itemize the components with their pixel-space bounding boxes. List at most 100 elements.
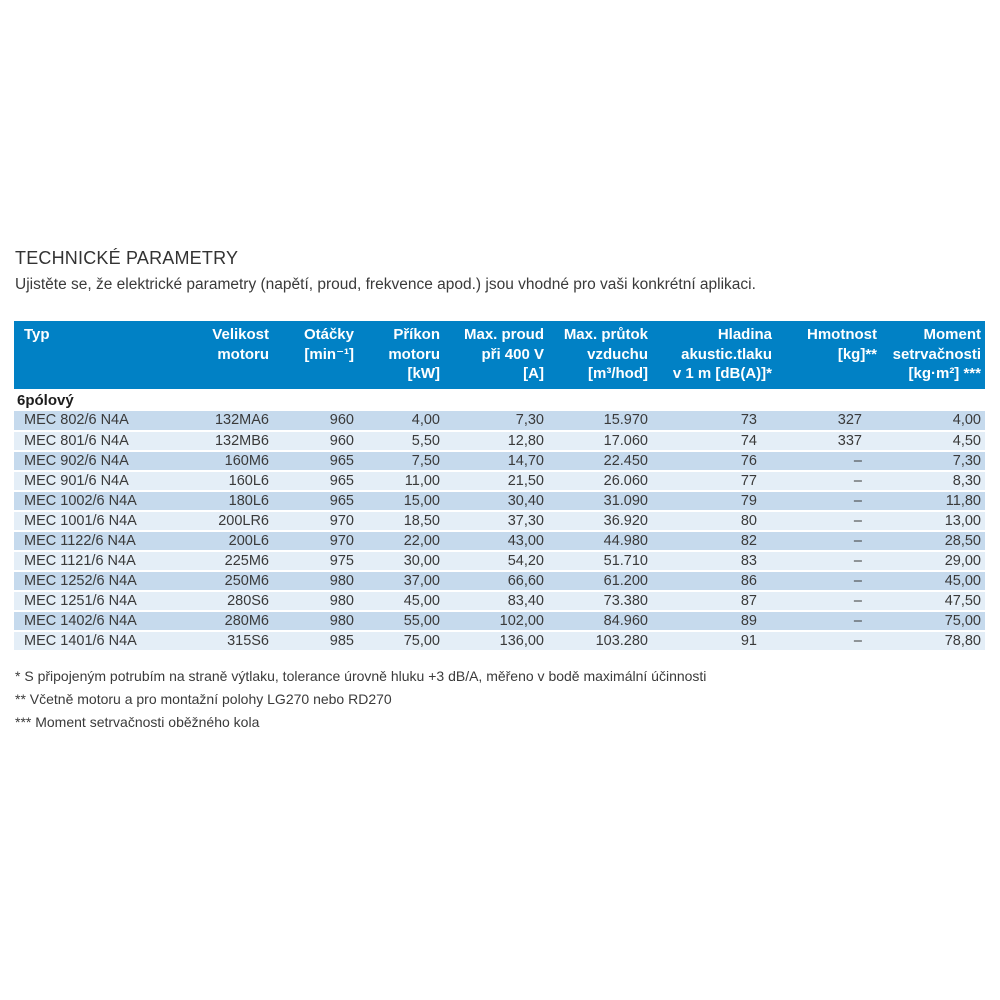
column-header-line: [kg]** <box>837 345 877 363</box>
table-cell-max-proud-pri-400v: 30,40 <box>444 490 548 512</box>
column-header-velikost-motoru: Velikost motoru <box>179 321 273 389</box>
column-header-hladina-akustickeho-tlaku: Hladina akustic.tlaku v 1 m [dB(A)]* <box>652 321 776 389</box>
table-cell-hladina-akustickeho-tlaku: 76 <box>652 450 776 472</box>
footnote: * S připojeným potrubím na straně výtlak… <box>15 667 707 684</box>
table-cell-otacky: 980 <box>273 610 358 632</box>
table-cell-max-prutok-vzduchu: 103.280 <box>548 630 652 652</box>
table-row: MEC 1121/6 N4A 225M6 975 30,00 54,20 51.710 83… <box>14 550 985 572</box>
table-cell-otacky: 980 <box>273 570 358 592</box>
table-cell-typ: MEC 1251/6 N4A <box>14 590 179 612</box>
column-header-line: Max. proud <box>463 326 544 343</box>
column-header-line: [kg·m²] *** <box>908 365 981 382</box>
table-row: MEC 1001/6 N4A 200LR6 970 18,50 37,30 36.920 8… <box>14 510 985 532</box>
table-cell-moment-setrvacnosti: 4,00 <box>881 410 985 432</box>
column-header-line: vzduchu <box>587 345 648 363</box>
table-cell-hmotnost: – <box>776 590 881 612</box>
table-cell-otacky: 980 <box>273 590 358 612</box>
column-header-line: setrvačnosti <box>892 345 981 363</box>
table-cell-max-proud-pri-400v: 43,00 <box>444 530 548 552</box>
table-cell-hladina-akustickeho-tlaku: 82 <box>652 530 776 552</box>
table-cell-max-prutok-vzduchu: 17.060 <box>548 430 652 452</box>
table-cell-typ: MEC 1002/6 N4A <box>14 490 179 512</box>
table-cell-velikost-motoru: 180L6 <box>179 490 273 512</box>
table-cell-hladina-akustickeho-tlaku: 87 <box>652 590 776 612</box>
table-cell-prikon-motoru: 55,00 <box>358 610 444 632</box>
table-cell-hladina-akustickeho-tlaku: 91 <box>652 630 776 652</box>
table-cell-hladina-akustickeho-tlaku: 73 <box>652 410 776 432</box>
table-cell-prikon-motoru: 4,00 <box>358 410 444 432</box>
table-cell-velikost-motoru: 160L6 <box>179 470 273 492</box>
table-cell-prikon-motoru: 18,50 <box>358 510 444 532</box>
table-cell-otacky: 975 <box>273 550 358 572</box>
column-header-line: motoru <box>388 345 440 363</box>
table-cell-hladina-akustickeho-tlaku: 89 <box>652 610 776 632</box>
table-cell-otacky: 985 <box>273 630 358 652</box>
table-row: MEC 1402/6 N4A 280M6 980 55,00 102,00 84.960 8… <box>14 610 985 632</box>
column-header-line: Příkon <box>393 326 440 343</box>
table-section-label: 6pólový <box>14 388 985 411</box>
table-cell-velikost-motoru: 132MA6 <box>179 410 273 432</box>
table-cell-moment-setrvacnosti: 75,00 <box>881 610 985 632</box>
table-cell-max-prutok-vzduchu: 61.200 <box>548 570 652 592</box>
table-cell-hladina-akustickeho-tlaku: 79 <box>652 490 776 512</box>
table-cell-hmotnost: – <box>776 470 881 492</box>
table-cell-moment-setrvacnosti: 4,50 <box>881 430 985 452</box>
table-cell-moment-setrvacnosti: 28,50 <box>881 530 985 552</box>
table-cell-moment-setrvacnosti: 29,00 <box>881 550 985 572</box>
table-cell-typ: MEC 1402/6 N4A <box>14 610 179 632</box>
table-row: MEC 802/6 N4A 132MA6 960 4,00 7,30 15.970 73 32… <box>14 410 985 432</box>
table-row: MEC 901/6 N4A 160L6 965 11,00 21,50 26.060 77–… <box>14 470 985 492</box>
footnotes: * S připojeným potrubím na straně výtlak… <box>15 668 985 731</box>
table-cell-hmotnost: 337 <box>776 430 881 452</box>
table-row: MEC 1002/6 N4A 180L6 965 15,00 30,40 31.090 79… <box>14 490 985 512</box>
table-cell-otacky: 965 <box>273 450 358 472</box>
table-cell-prikon-motoru: 15,00 <box>358 490 444 512</box>
table-cell-max-proud-pri-400v: 66,60 <box>444 570 548 592</box>
table-cell-hladina-akustickeho-tlaku: 74 <box>652 430 776 452</box>
table-cell-max-proud-pri-400v: 21,50 <box>444 470 548 492</box>
table-body: 6pólový MEC 802/6 N4A 132MA6 960 4,00 7,30 15.… <box>14 388 985 652</box>
table-cell-max-proud-pri-400v: 14,70 <box>444 450 548 472</box>
column-header-typ: Typ <box>14 321 179 389</box>
column-header-line: při 400 V <box>481 345 544 363</box>
footnote: *** Moment setrvačnosti oběžného kola <box>15 713 260 730</box>
footnote: ** Včetně motoru a pro montažní polohy L… <box>15 690 392 707</box>
table-row: MEC 902/6 N4A 160M6 965 7,50 14,70 22.450 76–7… <box>14 450 985 472</box>
table-cell-moment-setrvacnosti: 13,00 <box>881 510 985 532</box>
table-cell-typ: MEC 801/6 N4A <box>14 430 179 452</box>
table-cell-hmotnost: 327 <box>776 410 881 432</box>
table-header: Typ Velikost motoru Otáčky [min⁻¹] Příkon moto… <box>14 321 985 389</box>
table-cell-otacky: 965 <box>273 470 358 492</box>
column-header-line: Velikost <box>212 326 269 343</box>
table-cell-typ: MEC 1401/6 N4A <box>14 630 179 652</box>
table-cell-hmotnost: – <box>776 550 881 572</box>
column-header-otacky: Otáčky [min⁻¹] <box>273 321 358 389</box>
table-cell-hmotnost: – <box>776 610 881 632</box>
table-cell-hmotnost: – <box>776 530 881 552</box>
table-cell-velikost-motoru: 200L6 <box>179 530 273 552</box>
table-row: MEC 1401/6 N4A 315S6 985 75,00 136,00 103.280… <box>14 630 985 652</box>
table-cell-moment-setrvacnosti: 11,80 <box>881 490 985 512</box>
column-header-prikon-motoru: Příkon motoru [kW] <box>358 321 444 389</box>
table-cell-prikon-motoru: 11,00 <box>358 470 444 492</box>
table-cell-otacky: 970 <box>273 530 358 552</box>
column-header-line: v 1 m [dB(A)]* <box>672 365 772 382</box>
table-cell-prikon-motoru: 45,00 <box>358 590 444 612</box>
table-cell-prikon-motoru: 7,50 <box>358 450 444 472</box>
table-cell-otacky: 965 <box>273 490 358 512</box>
column-header-line: Hladina <box>717 326 772 343</box>
column-header-line: motoru <box>217 345 269 363</box>
table-cell-prikon-motoru: 22,00 <box>358 530 444 552</box>
table-row: MEC 1251/6 N4A 280S6 980 45,00 83,40 73.380 87… <box>14 590 985 612</box>
table-cell-moment-setrvacnosti: 47,50 <box>881 590 985 612</box>
column-header-max-prutok-vzduchu: Max. průtok vzduchu [m³/hod] <box>548 321 652 389</box>
page-title: TECHNICKÉ PARAMETRY <box>15 248 239 268</box>
table-cell-max-prutok-vzduchu: 36.920 <box>548 510 652 532</box>
table-cell-hmotnost: – <box>776 450 881 472</box>
table-cell-velikost-motoru: 280M6 <box>179 610 273 632</box>
table-cell-max-prutok-vzduchu: 73.380 <box>548 590 652 612</box>
table-cell-hladina-akustickeho-tlaku: 83 <box>652 550 776 572</box>
table-cell-hladina-akustickeho-tlaku: 80 <box>652 510 776 532</box>
column-header-hmotnost: Hmotnost [kg]** <box>776 321 881 389</box>
